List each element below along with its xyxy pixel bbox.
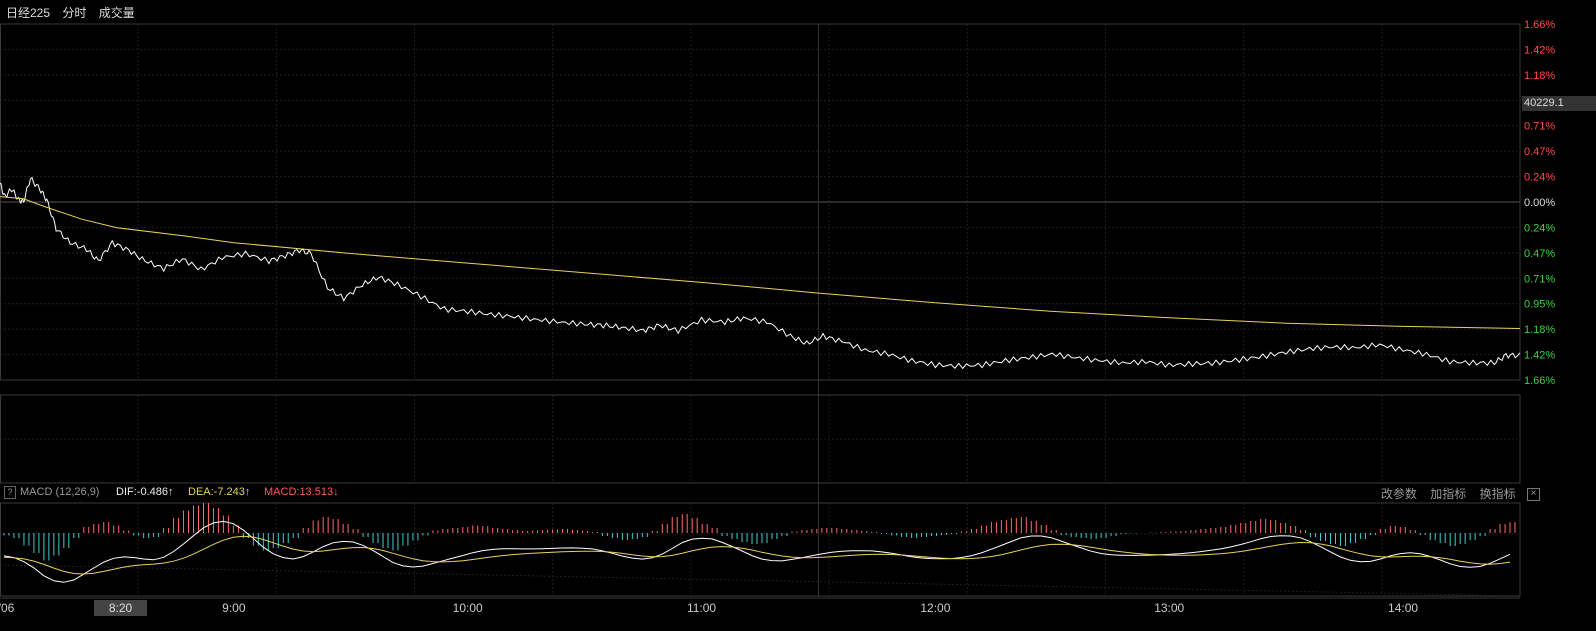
current-price-tag: 40229.1 — [1522, 96, 1596, 111]
y-tick-up-5: 0.47% — [1524, 146, 1555, 158]
series-price — [0, 176, 1521, 370]
volume-tab[interactable]: 成交量 — [98, 6, 135, 20]
x-tick-3: 12:00 — [920, 601, 951, 615]
y-tick-up-4: 0.71% — [1524, 121, 1555, 133]
macd-dea-line — [3, 535, 1511, 575]
y-tick-up-0: 1.66% — [1524, 19, 1555, 31]
y-tick-up-6: 0.24% — [1524, 172, 1555, 184]
cursor-time-label: 8:20 — [94, 600, 147, 616]
instrument-name: 日经225 — [6, 6, 51, 20]
series-avg — [0, 196, 1521, 329]
x-tick-5: 14:00 — [1388, 601, 1419, 615]
y-tick-up-1: 1.42% — [1524, 44, 1555, 56]
macd-value: MACD:13.513↓ — [264, 486, 339, 498]
x-tick-1: 10:00 — [452, 601, 483, 615]
y-tick-down-4: 1.18% — [1524, 324, 1555, 336]
y-tick-down-3: 0.95% — [1524, 299, 1555, 311]
y-tick-down-2: 0.71% — [1524, 273, 1555, 285]
x-start-label: /06 — [0, 601, 15, 615]
add-indicator-button[interactable]: 加指标 — [1430, 487, 1467, 501]
edit-params-button[interactable]: 改参数 — [1380, 487, 1417, 501]
y-tick-down-1: 0.47% — [1524, 248, 1555, 260]
macd-name: MACD (12,26,9) — [20, 486, 100, 498]
x-tick-2: 11:00 — [686, 601, 717, 615]
macd-panel-frame — [0, 502, 1521, 597]
y-tick-down-5: 1.42% — [1524, 350, 1555, 362]
volume-panel-frame — [0, 394, 1521, 484]
x-tick-4: 13:00 — [1154, 601, 1185, 615]
y-tick-down-6: 1.66% — [1524, 375, 1555, 387]
y-tick-up-2: 1.18% — [1524, 70, 1555, 82]
main-panel-frame — [0, 23, 1521, 381]
help-icon[interactable]: ? — [4, 486, 16, 499]
y-tick-down-0: 0.24% — [1524, 222, 1555, 234]
mode-tab[interactable]: 分时 — [62, 6, 87, 20]
switch-indicator-button[interactable]: 换指标 — [1479, 487, 1516, 501]
close-icon[interactable]: × — [1527, 488, 1540, 502]
macd-dif-line — [3, 520, 1511, 583]
macd-header: ? MACD (12,26,9) DIF:-0.486↑ DEA:-7.243↑… — [0, 485, 1540, 502]
macd-grid-h2 — [0, 564, 1521, 597]
macd-tools: 改参数 加指标 换指标 × — [1371, 485, 1540, 502]
dif-value: DIF:-0.486↑ — [116, 486, 174, 498]
dea-value: DEA:-7.243↑ — [188, 486, 251, 498]
y-tick-zero: 0.00% — [1524, 197, 1555, 209]
x-tick-0: 9:00 — [222, 601, 246, 615]
chart-header: 日经225 分时 成交量 — [6, 4, 144, 21]
